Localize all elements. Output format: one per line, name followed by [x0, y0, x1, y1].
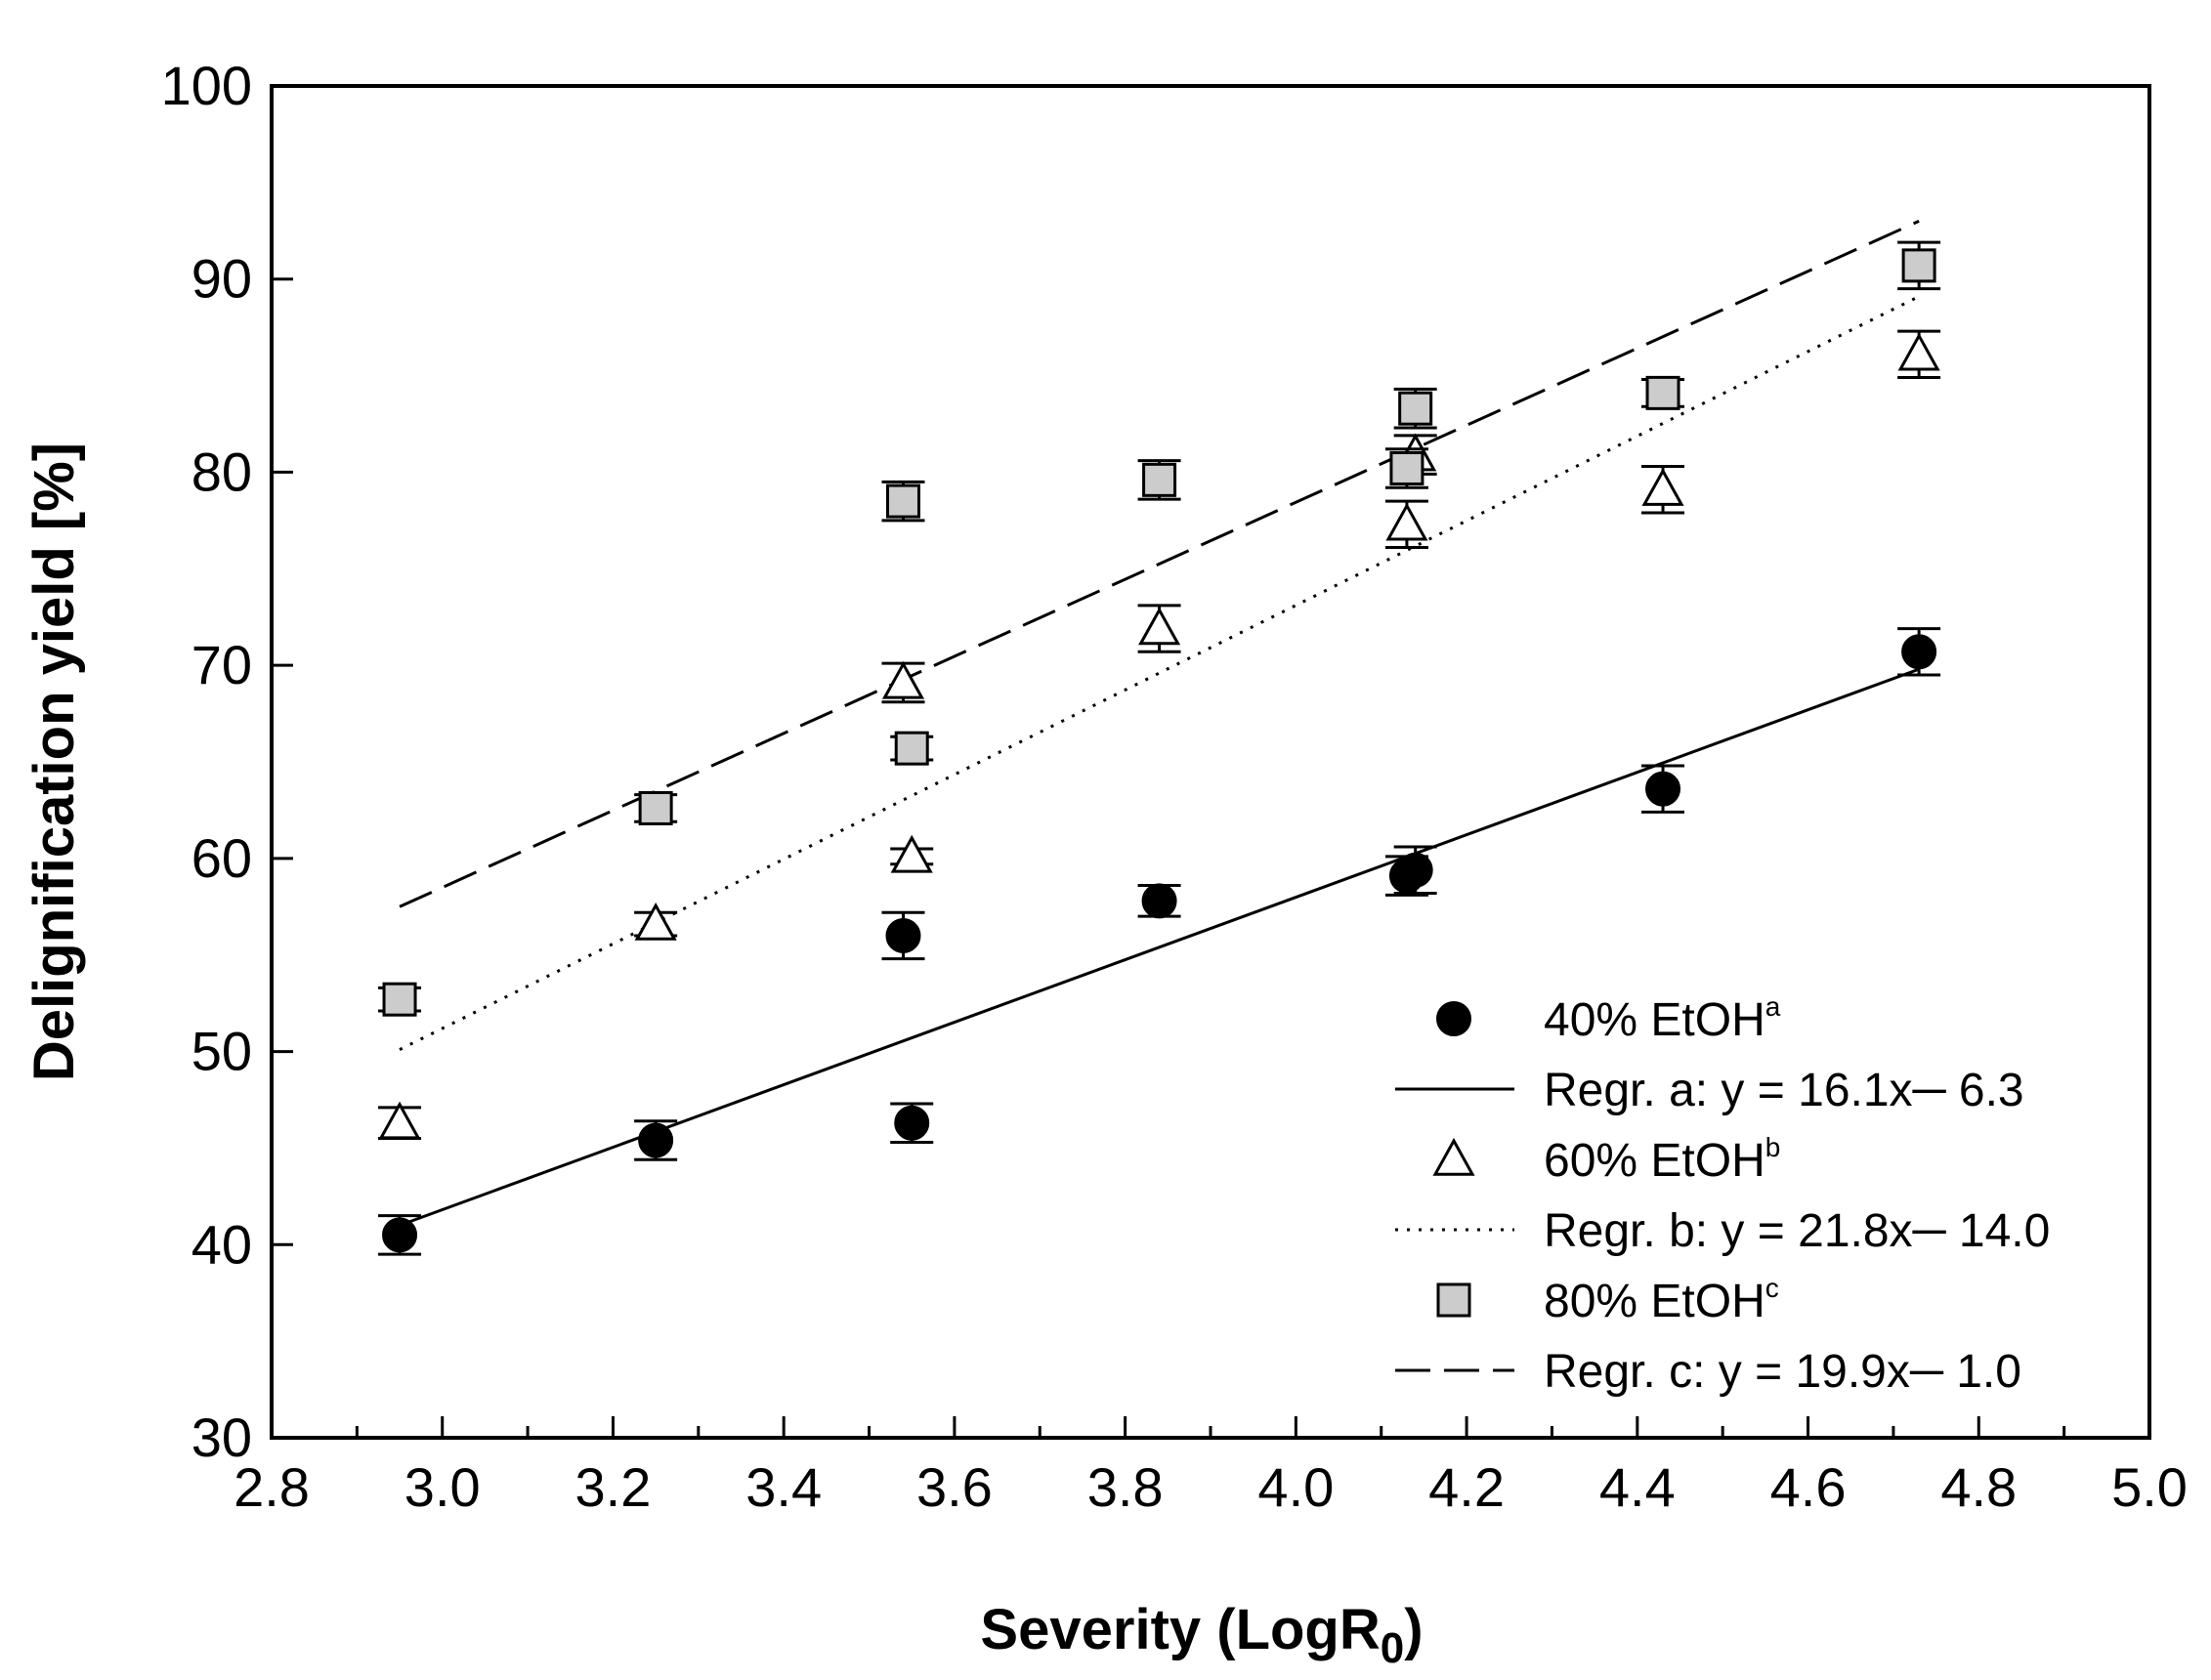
data-point-circle	[1141, 883, 1177, 919]
data-point-square	[1901, 248, 1936, 283]
data-point-square	[894, 731, 929, 766]
legend-label: Regr. a: y = 16.1x─ 6.3	[1544, 1065, 2024, 1116]
y-tick-label: 70	[191, 634, 252, 695]
x-tick-label: 4.0	[1257, 1456, 1334, 1518]
x-axis-title: Severity (LogR0)	[980, 1598, 1423, 1672]
legend-label: Regr. b: y = 21.8x─ 14.0	[1544, 1205, 2050, 1257]
x-tick-label: 4.6	[1770, 1456, 1847, 1518]
legend-marker-circle	[1436, 1001, 1471, 1036]
legend-label: 80% EtOHc	[1544, 1273, 1779, 1327]
legend: 40% EtOHa Regr. a: y = 16.1x─ 6.3 60% EtOH…	[1395, 991, 2050, 1398]
data-point-square	[1142, 462, 1177, 497]
x-tick-label: 3.4	[745, 1456, 822, 1518]
y-tick-label: 100	[161, 55, 252, 116]
legend-label: Regr. c: y = 19.9x─ 1.0	[1544, 1346, 2021, 1398]
x-tick-label: 3.8	[1087, 1456, 1164, 1518]
data-point-triangle	[890, 834, 933, 873]
data-point-square	[1645, 375, 1680, 410]
data-point-circle	[894, 1105, 930, 1141]
regression-line-b	[399, 295, 1920, 1051]
y-tick-label: 50	[191, 1021, 252, 1082]
x-tick-label: 4.4	[1599, 1456, 1676, 1518]
data-point-triangle	[881, 660, 925, 699]
data-point-square	[638, 790, 673, 825]
x-tick-label: 5.0	[2111, 1456, 2188, 1518]
regression-line-c	[399, 220, 1920, 908]
data-point-circle	[382, 1217, 418, 1253]
x-tick-label: 3.2	[575, 1456, 652, 1518]
data-point-circle	[638, 1122, 674, 1158]
legend-marker-square	[1436, 1282, 1471, 1318]
data-point-square	[1389, 450, 1424, 485]
legend-label: 40% EtOHa	[1544, 991, 1781, 1046]
legend-marker-triangle	[1432, 1137, 1475, 1176]
data-point-circle	[885, 917, 921, 953]
x-tick-label: 3.0	[404, 1456, 481, 1518]
data-point-triangle	[1138, 607, 1181, 646]
y-tick-label: 60	[191, 827, 252, 889]
x-tick-label: 2.8	[234, 1456, 310, 1518]
data-point-square	[1398, 391, 1433, 426]
data-point-triangle	[1385, 502, 1428, 541]
legend-label: 60% EtOHb	[1544, 1132, 1780, 1187]
data-point-triangle	[1641, 468, 1684, 506]
x-tick-label: 3.6	[916, 1456, 993, 1518]
data-point-triangle	[378, 1101, 421, 1140]
data-point-triangle	[634, 902, 677, 941]
y-tick-label: 30	[191, 1407, 252, 1468]
y-tick-label: 90	[191, 248, 252, 310]
data-point-square	[382, 982, 417, 1017]
y-tick-label: 40	[191, 1213, 252, 1275]
y-tick-label: 80	[191, 441, 252, 502]
data-point-circle	[1397, 852, 1433, 888]
data-point-circle	[1901, 634, 1937, 670]
data-point-triangle	[1897, 332, 1940, 371]
data-points	[378, 240, 1941, 1256]
y-axis-title: Delignification yield [%]	[22, 442, 86, 1081]
axes: 2.8 3.0 3.2 3.4 3.6 3.8 4.0 4.2 4.4 4.6 4.8 5.0 30 40…	[161, 55, 2188, 1518]
data-point-square	[885, 483, 920, 519]
x-tick-label: 4.8	[1940, 1456, 2017, 1518]
x-tick-label: 4.2	[1428, 1456, 1505, 1518]
data-point-circle	[1645, 771, 1681, 807]
